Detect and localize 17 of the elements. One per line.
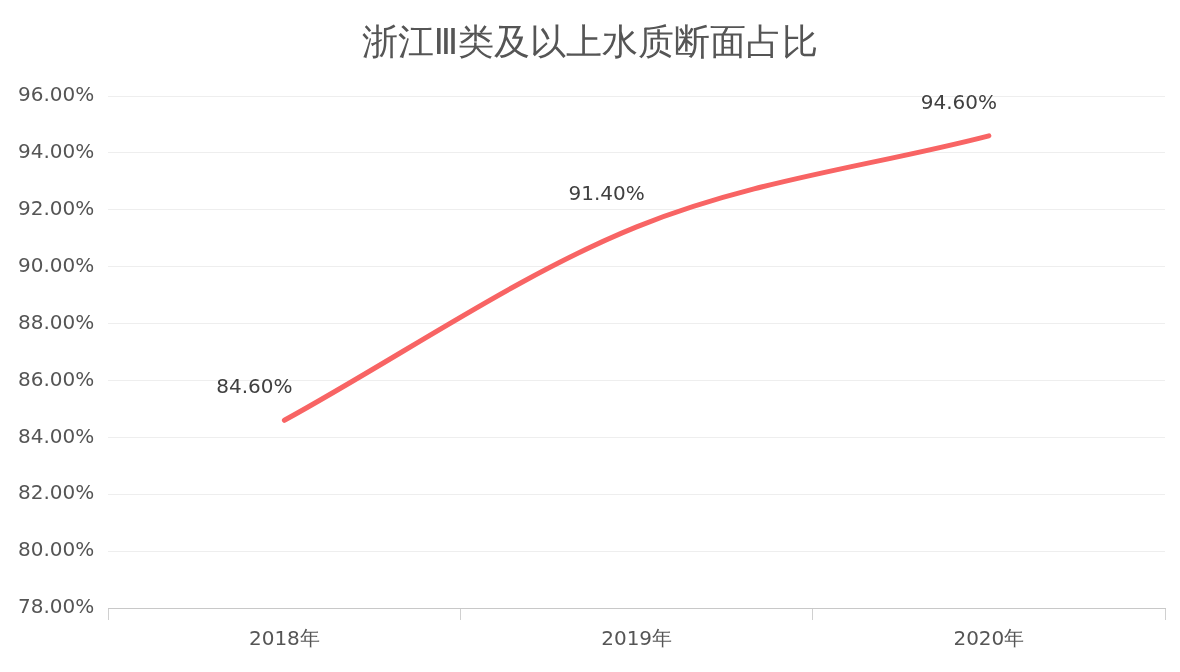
chart-title: 浙江Ⅲ类及以上水质断面占比 xyxy=(360,20,820,64)
y-tick-label: 96.00% xyxy=(17,82,95,107)
x-tick-label: 2019年 xyxy=(601,626,673,651)
x-tick-label: 2018年 xyxy=(248,626,320,651)
data-label: 91.40% xyxy=(568,181,645,206)
data-label: 84.60% xyxy=(216,374,293,399)
y-tick-label: 92.00% xyxy=(17,195,95,220)
y-tick-label: 78.00% xyxy=(17,594,95,619)
data-label: 94.60% xyxy=(920,90,998,115)
y-tick-label: 86.00% xyxy=(17,366,95,391)
y-tick-label: 94.00% xyxy=(17,139,95,164)
y-tick-label: 82.00% xyxy=(17,480,95,505)
y-tick-label: 88.00% xyxy=(17,309,95,334)
x-tick-label: 2020年 xyxy=(953,626,1025,651)
y-tick-label: 90.00% xyxy=(17,252,95,277)
y-tick-label: 84.00% xyxy=(17,423,95,448)
y-tick-label: 80.00% xyxy=(17,537,95,562)
